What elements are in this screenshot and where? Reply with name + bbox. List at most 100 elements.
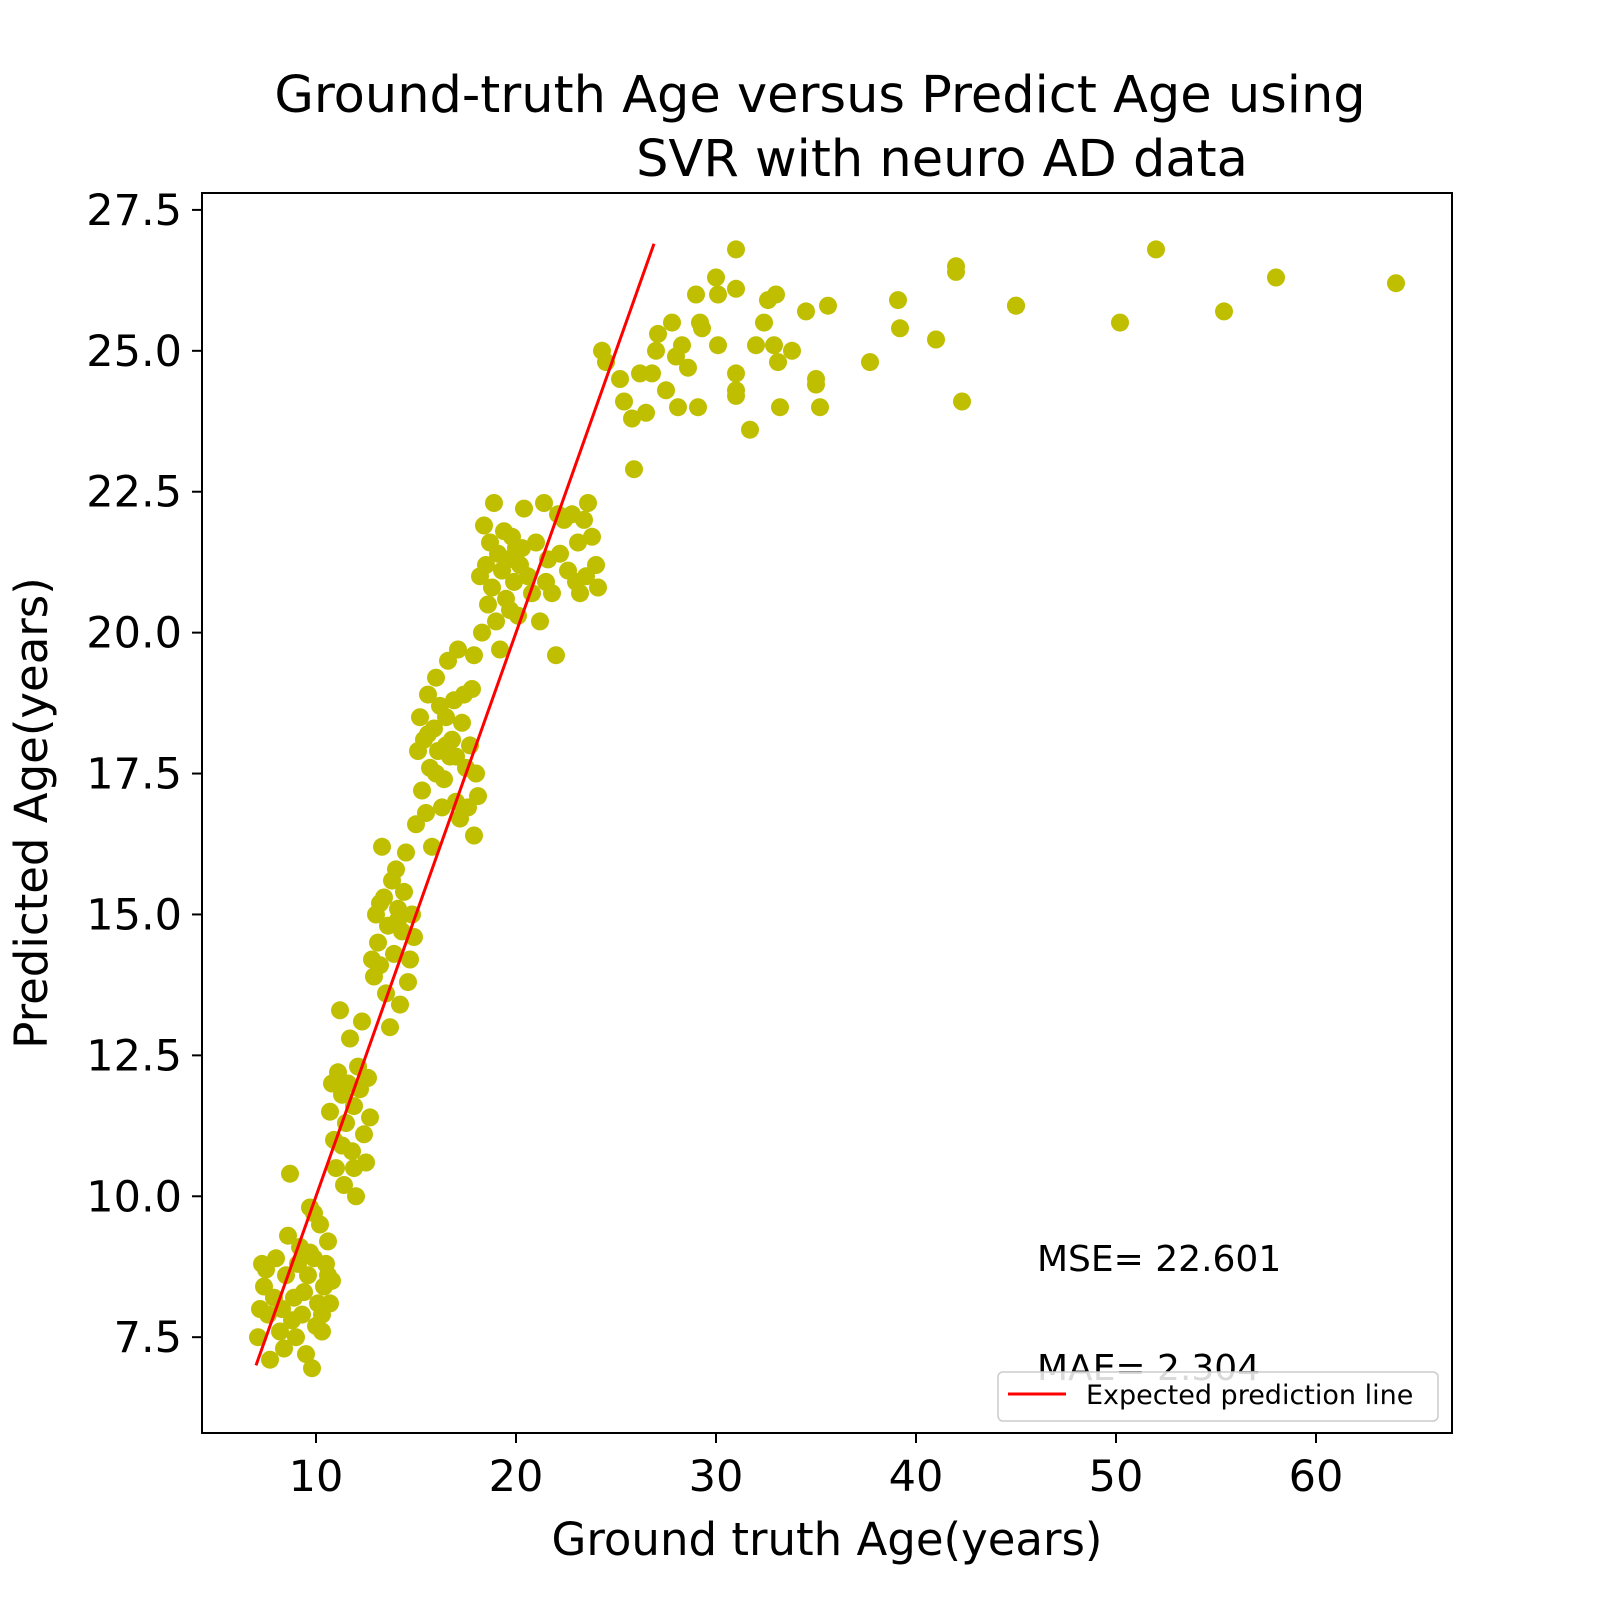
data-point-222: [1111, 313, 1129, 332]
y-tick-label-20: 20.0: [86, 609, 182, 659]
y-tick-label-7.5: 7.5: [114, 1313, 182, 1363]
data-point-201: [755, 313, 773, 332]
data-point-181: [657, 381, 675, 400]
data-point-192: [709, 336, 727, 355]
data-point-179: [647, 341, 665, 360]
expected-prediction-line: [254, 243, 656, 1366]
data-point-128: [479, 595, 497, 614]
data-point-210: [807, 375, 825, 394]
data-point-216: [927, 330, 945, 349]
data-point-67: [371, 956, 389, 975]
data-point-43: [327, 1159, 345, 1178]
data-point-115: [463, 680, 481, 698]
data-point-225: [1267, 268, 1285, 287]
data-point-203: [765, 336, 783, 355]
data-point-80: [397, 843, 415, 862]
data-point-50: [341, 1029, 359, 1048]
data-point-47: [335, 1176, 353, 1194]
data-point-130: [483, 578, 501, 597]
data-point-25: [303, 1359, 321, 1378]
data-point-153: [543, 584, 561, 603]
data-point-90: [413, 781, 431, 800]
data-point-61: [345, 1159, 363, 1178]
data-point-123: [465, 646, 483, 665]
data-point-13: [279, 1226, 297, 1245]
data-point-207: [783, 341, 801, 360]
data-point-177: [637, 403, 655, 422]
data-point-116: [465, 826, 483, 845]
data-point-95: [423, 837, 441, 856]
data-point-89: [411, 708, 429, 727]
data-point-14: [281, 1164, 299, 1183]
data-point-213: [861, 353, 879, 372]
data-point-110: [453, 713, 471, 732]
data-point-204: [767, 285, 785, 304]
data-point-190: [691, 313, 709, 332]
data-point-146: [519, 567, 537, 586]
data-point-81: [399, 973, 417, 992]
y-tick-label-22.5: 22.5: [86, 468, 182, 518]
x-tick-label-30: 30: [689, 1452, 744, 1502]
data-point-59: [359, 1068, 377, 1087]
data-point-218: [947, 262, 965, 281]
data-point-40: [321, 1102, 339, 1121]
legend-box: [997, 1371, 1439, 1422]
data-point-68: [373, 837, 391, 856]
data-point-154: [547, 646, 565, 665]
data-point-187: [687, 285, 705, 304]
data-point-191: [707, 268, 725, 287]
data-point-208: [797, 302, 815, 321]
data-point-180: [649, 324, 667, 343]
data-point-215: [891, 319, 909, 338]
x-tick-label-60: 60: [1289, 1452, 1344, 1502]
data-point-150: [535, 494, 553, 512]
data-point-196: [727, 364, 745, 383]
data-point-174: [623, 409, 641, 428]
data-point-56: [353, 1012, 371, 1031]
data-point-57: [355, 1125, 373, 1144]
mse-annotation: MSE= 22.601: [1037, 1239, 1281, 1280]
data-point-102: [437, 708, 455, 727]
data-point-195: [727, 279, 745, 298]
chart-title-line-1: Ground-truth Age versus Predict Age usin…: [274, 66, 1365, 125]
data-point-75: [387, 860, 405, 879]
data-point-164: [583, 527, 601, 546]
data-point-121: [447, 747, 465, 766]
data-point-214: [889, 291, 907, 310]
data-point-131: [485, 494, 503, 512]
legend-entry-expected-line: Expected prediction line: [1086, 1380, 1413, 1411]
data-point-37: [305, 1249, 323, 1268]
data-point-36: [313, 1322, 331, 1341]
data-point-22: [297, 1345, 315, 1364]
data-point-11: [275, 1339, 293, 1358]
data-point-132: [487, 612, 505, 631]
data-point-9: [271, 1322, 289, 1341]
data-point-125: [473, 623, 491, 642]
y-tick-label-17.5: 17.5: [86, 750, 182, 800]
data-point-173: [615, 392, 633, 411]
data-point-169: [513, 539, 531, 558]
x-axis-ticks: 10 20 30 40 50 60: [289, 1433, 1344, 1502]
data-point-29: [311, 1215, 329, 1234]
data-point-21: [295, 1283, 313, 1302]
data-point-20: [293, 1305, 311, 1324]
data-point-108: [449, 640, 467, 659]
data-point-82: [401, 950, 419, 969]
data-point-224: [1215, 302, 1233, 321]
data-point-6: [261, 1350, 279, 1369]
data-point-97: [427, 668, 445, 687]
data-point-92: [417, 804, 435, 822]
data-point-0: [249, 1328, 267, 1347]
data-point-126: [475, 516, 493, 535]
data-point-185: [673, 336, 691, 355]
x-axis-label: Ground truth Age(years): [552, 1513, 1103, 1566]
data-point-206: [771, 398, 789, 417]
data-point-161: [571, 584, 589, 603]
y-axis-ticks: 7.5 10.0 12.5 15.0 17.5 20.0 22.5 25.0 27.5: [86, 186, 202, 1363]
chart-title-line-2: SVR with neuro AD data: [636, 130, 1248, 189]
y-tick-label-27.5: 27.5: [86, 186, 182, 236]
y-axis-label: Predicted Age(years): [5, 577, 58, 1049]
data-point-212: [819, 296, 837, 315]
data-point-211: [811, 398, 829, 417]
